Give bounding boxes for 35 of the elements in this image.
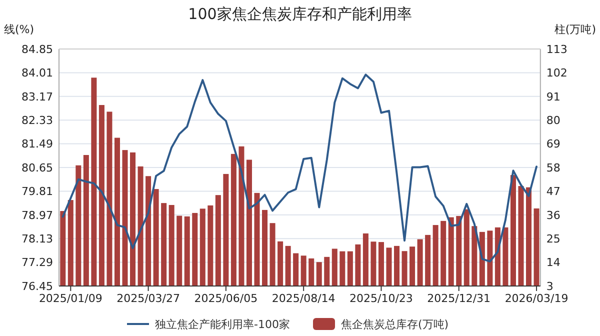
y-tick-label: 78.97 bbox=[22, 208, 53, 222]
x-tick-label: 2025/06/05 bbox=[194, 292, 258, 305]
y2-tick-label: 14 bbox=[546, 256, 560, 270]
x-tick-label: 2025/01/09 bbox=[38, 292, 102, 305]
y2-tick-label: 47 bbox=[546, 185, 560, 198]
y-tick-label: 84.01 bbox=[22, 66, 53, 80]
legend-label: 独立焦企产能利用率-100家 bbox=[155, 318, 290, 331]
x-tick-label: 2025/10/23 bbox=[350, 292, 413, 305]
x-tick-label: 2025/03/27 bbox=[116, 292, 180, 305]
y2-tick-label: 69 bbox=[546, 138, 560, 151]
y2-tick-label: 25 bbox=[546, 232, 560, 246]
y-tick-label: 79.81 bbox=[22, 185, 53, 198]
y-tick-label: 82.33 bbox=[22, 114, 53, 127]
y-tick-label: 81.49 bbox=[22, 138, 53, 151]
y2-tick-label: 113 bbox=[546, 42, 568, 56]
line-series bbox=[62, 74, 538, 262]
y2-tick-label: 91 bbox=[546, 90, 560, 104]
x-tick-label: 2026/03/19 bbox=[504, 292, 568, 305]
y-axis-title: 线(%) bbox=[4, 23, 34, 36]
x-tick-label: 2025/12/31 bbox=[427, 292, 491, 305]
y-tick-label: 77.29 bbox=[22, 256, 53, 270]
y-tick-label: 76.45 bbox=[22, 280, 53, 293]
y-tick-label: 80.65 bbox=[22, 161, 53, 174]
y2-tick-label: 80 bbox=[546, 114, 560, 127]
y2-tick-label: 58 bbox=[546, 161, 560, 174]
y-tick-label: 83.17 bbox=[22, 90, 53, 104]
y2-tick-label: 102 bbox=[546, 66, 568, 80]
y2-tick-label: 3 bbox=[546, 280, 554, 293]
legend-label: 焦企焦炭总库存(万吨) bbox=[341, 318, 449, 331]
y-tick-label: 84.85 bbox=[22, 42, 53, 56]
x-tick-label: 2025/08/14 bbox=[272, 292, 336, 305]
y-tick-label: 78.13 bbox=[22, 232, 53, 246]
y2-axis-title: 柱(万吨) bbox=[554, 23, 596, 36]
chart-title: 100家焦企焦炭库存和产能利用率 bbox=[188, 5, 412, 23]
y2-tick-label: 36 bbox=[546, 208, 560, 222]
